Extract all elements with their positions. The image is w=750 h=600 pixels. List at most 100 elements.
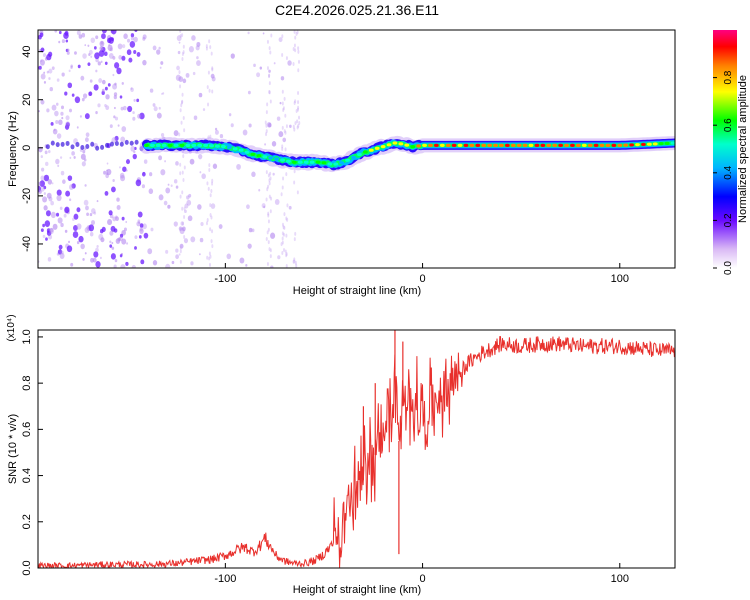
noise-streak <box>183 165 186 170</box>
ridge-core <box>291 160 297 164</box>
noise-speck <box>104 61 108 65</box>
noise-speck <box>48 196 53 202</box>
noise-speck <box>256 72 261 78</box>
noise-streak <box>178 70 181 75</box>
noise-speck <box>84 184 87 187</box>
noise-speck <box>165 263 171 268</box>
noise-speck <box>43 185 47 190</box>
noise-speck <box>142 36 146 41</box>
noise-speck <box>200 222 204 227</box>
noise-speck <box>105 94 110 100</box>
noise-speck <box>45 161 49 167</box>
ridge-core <box>658 142 664 146</box>
noise-speck <box>173 221 178 227</box>
ridge-core <box>433 143 439 147</box>
noise-speck <box>48 234 53 240</box>
noise-speck <box>127 105 133 113</box>
noise-speck <box>87 44 90 47</box>
noise-streak <box>283 96 286 101</box>
noise-speck <box>113 92 118 97</box>
noise-streak <box>206 218 209 223</box>
noise-speck <box>270 232 276 239</box>
noise-speck <box>118 237 121 241</box>
noise-streak <box>294 48 297 53</box>
colorbar-tick-label: 0.4 <box>723 165 734 179</box>
noise-speck <box>248 227 253 233</box>
noise-streak <box>285 233 288 238</box>
noise-speck <box>107 37 112 44</box>
noise-speck <box>44 150 48 155</box>
noise-speck <box>179 227 185 235</box>
noise-speck <box>68 69 71 73</box>
noise-speck <box>259 66 263 70</box>
noise-streak <box>268 46 271 51</box>
noise-speck <box>247 90 251 95</box>
noise-streak <box>208 251 211 256</box>
spectrogram-y-tick-label: -20 <box>21 188 33 204</box>
noise-speck <box>86 212 90 217</box>
noise-streak <box>296 107 299 112</box>
spectrogram-y-tick-label: 20 <box>21 94 33 106</box>
noise-speck <box>111 241 114 245</box>
ridge-core <box>149 143 155 147</box>
noise-speck <box>119 166 121 169</box>
noise-streak <box>183 206 186 211</box>
noise-streak <box>294 121 297 126</box>
noise-speck <box>184 203 189 209</box>
noise-speck <box>201 173 206 180</box>
noise-speck <box>104 86 108 91</box>
noise-speck <box>118 55 123 60</box>
noise-speck <box>85 205 89 211</box>
noise-streak <box>182 177 185 182</box>
noise-streak <box>265 170 268 175</box>
snr-ylabel: SNR (10 * v/v) <box>7 414 19 484</box>
ridge-core <box>404 143 410 147</box>
noise-speck <box>58 244 63 250</box>
noise-streak <box>298 121 301 126</box>
snr-y-tick-label: 0.0 <box>21 560 33 575</box>
noise-streak <box>298 115 301 120</box>
noise-speck <box>40 175 45 181</box>
noise-speck <box>40 155 43 159</box>
noise-speck <box>122 44 126 49</box>
ridge-core <box>244 150 250 154</box>
noise-speck <box>112 55 116 60</box>
noise-speck <box>65 39 69 43</box>
noise-streak <box>210 51 213 56</box>
noise-streak <box>179 171 182 176</box>
noise-speck <box>106 172 109 175</box>
noise-speck <box>130 36 134 41</box>
ridge-core <box>309 160 315 164</box>
noise-speck <box>114 135 119 141</box>
noise-band-speck <box>55 142 60 148</box>
noise-streak <box>179 249 182 254</box>
noise-speck <box>142 34 147 40</box>
noise-speck <box>251 171 256 178</box>
noise-speck <box>109 244 113 248</box>
noise-speck <box>112 216 117 222</box>
noise-speck <box>42 196 48 203</box>
noise-speck <box>81 161 86 167</box>
noise-band-speck <box>124 139 129 145</box>
noise-speck <box>228 113 232 117</box>
noise-speck <box>51 182 54 185</box>
noise-speck <box>81 32 86 38</box>
noise-streak <box>281 251 284 256</box>
noise-speck <box>51 66 55 70</box>
noise-speck <box>67 48 70 52</box>
noise-speck <box>47 179 53 185</box>
noise-speck <box>107 218 113 226</box>
colorbar-tick-label: 0.0 <box>723 261 734 275</box>
noise-streak <box>285 124 288 129</box>
noise-speck <box>133 50 137 54</box>
noise-speck <box>141 184 145 189</box>
noise-streak <box>281 147 284 152</box>
noise-speck <box>91 208 96 214</box>
noise-streak <box>266 187 269 192</box>
noise-speck <box>141 171 146 177</box>
colorbar-label: Normalized spectral amplitude <box>737 75 749 223</box>
noise-speck <box>120 264 126 268</box>
noise-streak <box>286 217 289 222</box>
noise-streak <box>293 169 296 174</box>
